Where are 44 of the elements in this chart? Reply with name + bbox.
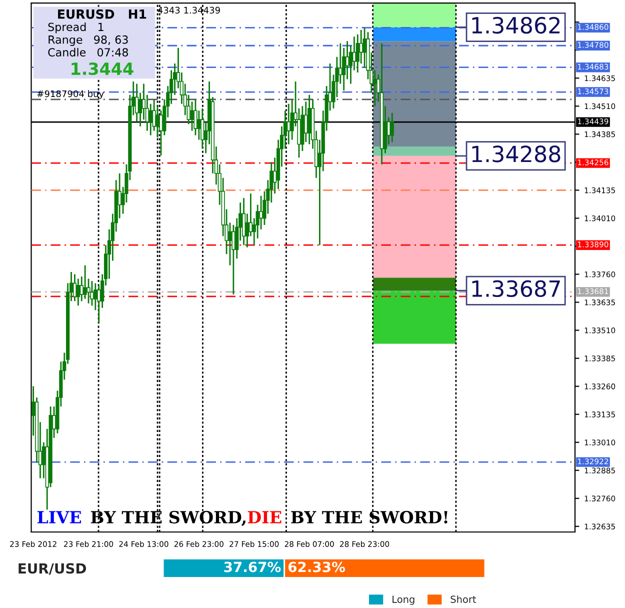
candlestick bbox=[390, 112, 394, 143]
candlestick bbox=[197, 110, 201, 140]
candlestick bbox=[194, 98, 198, 136]
annotation: LIVE bbox=[37, 511, 81, 524]
candlestick bbox=[338, 42, 342, 84]
candlestick bbox=[352, 36, 356, 71]
candlestick bbox=[135, 83, 139, 123]
annotation: 1.3444 bbox=[72, 62, 134, 76]
annotation: 4343 1.34439 bbox=[158, 6, 220, 14]
annotation: Candle 07:48 bbox=[48, 48, 128, 57]
legend-label: Long bbox=[392, 596, 414, 605]
candlestick bbox=[242, 197, 246, 246]
annotation: DIE bbox=[248, 511, 282, 524]
candlestick bbox=[386, 116, 390, 145]
candlestick bbox=[86, 278, 90, 304]
annotation: #9187904 buy bbox=[37, 90, 104, 99]
candlestick bbox=[94, 282, 98, 311]
candlestick bbox=[76, 278, 80, 306]
candlestick bbox=[373, 70, 377, 107]
candlestick bbox=[90, 280, 94, 306]
candlestick bbox=[304, 100, 308, 143]
annotation: 1.34862 bbox=[472, 16, 560, 34]
candlestick bbox=[362, 27, 366, 69]
data-label: 37.67% bbox=[224, 562, 281, 572]
candlestick bbox=[83, 264, 87, 300]
annotation: Range 98, 63 bbox=[48, 35, 128, 46]
candlestick bbox=[232, 224, 236, 296]
annotation: BY THE SWORD, bbox=[90, 510, 246, 526]
annotation: 1.33687 bbox=[472, 280, 560, 298]
candlestick bbox=[148, 103, 152, 136]
annotation: EURUSD H1 bbox=[58, 9, 146, 19]
legend-label: Short bbox=[450, 595, 476, 603]
annotation: Spread 1 bbox=[48, 22, 104, 34]
data-label: 62.33% bbox=[288, 562, 345, 572]
candlestick bbox=[356, 34, 360, 74]
y-tick-label: EUR/USD bbox=[18, 563, 86, 575]
candlestick bbox=[345, 40, 350, 80]
candlestick bbox=[72, 274, 77, 302]
annotation: 1.34288 bbox=[472, 146, 560, 162]
candlestick bbox=[228, 222, 232, 266]
candlestick bbox=[190, 100, 194, 132]
candlestick bbox=[286, 103, 290, 145]
annotation: BY THE SWORD! bbox=[291, 510, 448, 524]
candlestick bbox=[259, 195, 263, 230]
